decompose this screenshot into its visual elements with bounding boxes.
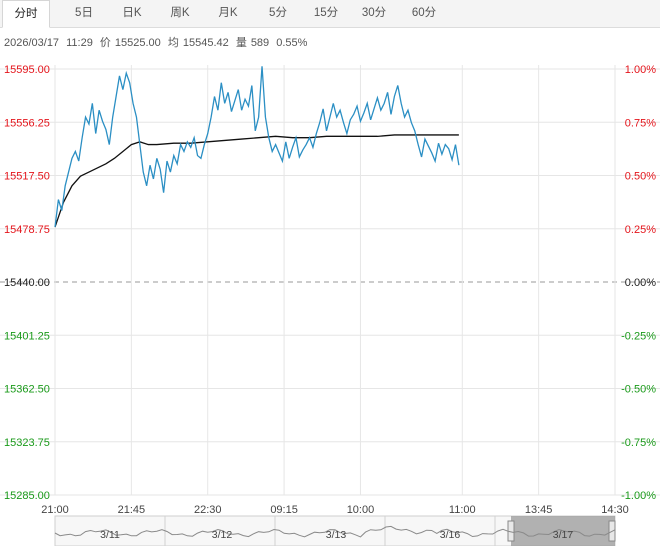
- quote-change: 0.55%: [276, 37, 308, 49]
- navigator-date-label: 3/11: [100, 529, 120, 541]
- quote-time: 11:29: [66, 37, 93, 49]
- pct-tick-label: 1.00%: [625, 64, 656, 76]
- y-tick-label: 15478.75: [4, 224, 50, 236]
- y-tick-label: 15323.75: [4, 437, 50, 449]
- pct-tick-label: -1.00%: [621, 490, 656, 502]
- y-tick-label: 15595.00: [4, 64, 50, 76]
- navigator-date-label: 3/13: [326, 529, 347, 541]
- y-tick-label: 15285.00: [4, 490, 50, 502]
- tab-3[interactable]: 周K: [170, 7, 190, 19]
- y-tick-label: 15440.00: [4, 277, 50, 289]
- quote-date: 2026/03/17: [4, 37, 60, 49]
- x-tick-label: 22:30: [194, 504, 222, 516]
- pct-tick-label: -0.50%: [621, 384, 656, 396]
- pct-tick-label: 0.75%: [625, 117, 656, 129]
- tab-4[interactable]: 月K: [218, 7, 238, 19]
- quote-readout: 2026/03/17 11:29 价 15525.00 均 15545.42 量 58…: [4, 34, 311, 50]
- pct-tick-label: -0.75%: [621, 437, 656, 449]
- price-label: 价: [99, 37, 111, 49]
- tab-1[interactable]: 5日: [75, 7, 93, 19]
- tab-0[interactable]: 分时: [2, 0, 50, 28]
- quote-price: 15525.00: [114, 37, 161, 49]
- navigator-date-label: 3/12: [212, 529, 233, 541]
- quote-volume: 589: [250, 37, 270, 49]
- pct-tick-label: 0.00%: [625, 277, 656, 289]
- y-tick-label: 15362.50: [4, 384, 50, 396]
- y-tick-label: 15517.50: [4, 171, 50, 183]
- avg-label: 均: [167, 37, 179, 49]
- navigator-date-label: 3/17: [553, 529, 574, 541]
- x-tick-label: 11:00: [449, 504, 476, 516]
- x-tick-label: 13:45: [525, 504, 553, 516]
- period-tab-bar: 分时 5日 日K 周K 月K 5分 15分 30分 60分: [0, 0, 660, 28]
- tab-7[interactable]: 30分: [361, 7, 387, 19]
- volume-label: 量: [235, 37, 247, 49]
- tab-8[interactable]: 60分: [411, 7, 437, 19]
- x-tick-label: 21:00: [41, 504, 69, 516]
- navigator-minichart: [54, 525, 616, 538]
- x-tick-label: 10:00: [347, 504, 375, 516]
- x-tick-label: 14:30: [601, 504, 629, 516]
- navigator-date-label: 3/16: [440, 529, 461, 541]
- y-tick-label: 15556.25: [4, 117, 50, 129]
- quote-avg: 15545.42: [182, 37, 229, 49]
- average-price-line: [54, 134, 459, 228]
- tab-5[interactable]: 5分: [269, 7, 287, 19]
- x-tick-label: 21:45: [118, 504, 146, 516]
- pct-tick-label: 0.50%: [625, 171, 656, 183]
- tab-6[interactable]: 15分: [313, 7, 339, 19]
- y-tick-label: 15401.25: [4, 330, 50, 342]
- tab-2[interactable]: 日K: [122, 7, 142, 19]
- pct-tick-label: 0.25%: [625, 224, 656, 236]
- price-line: [54, 66, 460, 228]
- x-tick-label: 09:15: [270, 504, 298, 516]
- pct-tick-label: -0.25%: [621, 330, 656, 342]
